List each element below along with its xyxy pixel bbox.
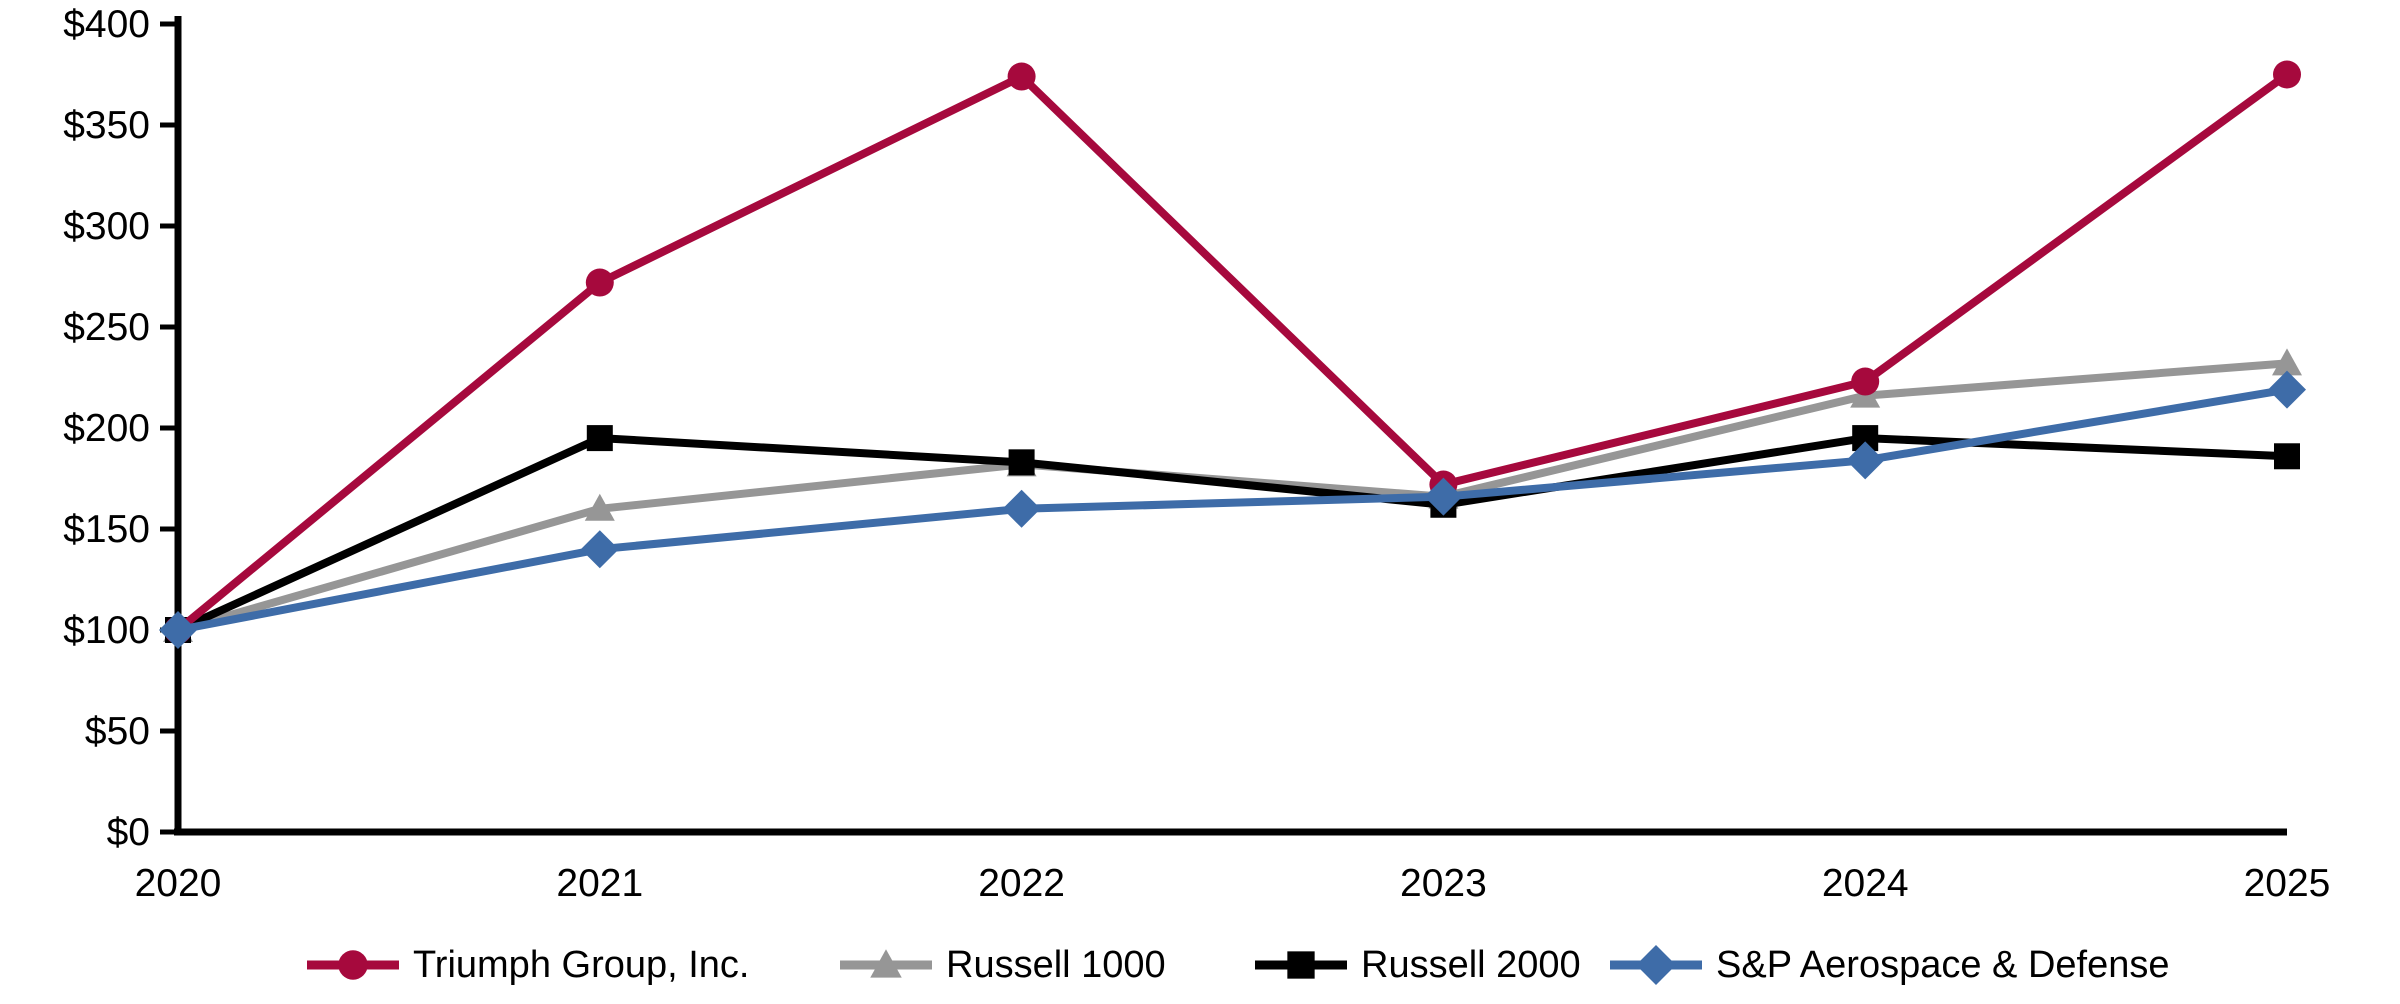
y-axis-label: $350 (63, 104, 150, 147)
series-line (176, 434, 2288, 634)
data-point-triangle (2272, 348, 2302, 376)
legend-item-russell-1000: Russell 1000 (838, 930, 1166, 1000)
data-point-diamond (1846, 441, 1885, 480)
legend-line-square-marker (1255, 951, 1347, 979)
legend-item-russell-2000: Russell 2000 (1253, 930, 1581, 1000)
data-point-diamond (159, 611, 197, 649)
data-point-diamond (580, 530, 619, 569)
data-point-triangle (584, 493, 615, 521)
data-point-diamond (1636, 945, 1676, 985)
legend-label-russell-1000: Russell 1000 (946, 943, 1166, 986)
y-axis-label: $50 (85, 710, 150, 753)
legend-line-circle-marker (307, 950, 399, 980)
y-axis-label: $150 (63, 508, 150, 551)
y-axis-label: $400 (63, 3, 150, 46)
y-axis-label: $300 (63, 205, 150, 248)
data-point-circle (585, 268, 614, 297)
x-axis-label: 2024 (1822, 862, 1909, 905)
y-axis-label: $0 (107, 811, 150, 854)
chart-legend: Triumph Group, Inc. Russell 1000 Russell… (0, 930, 2400, 1000)
x-axis-label: 2025 (2244, 862, 2331, 905)
data-point-square (2274, 443, 2300, 470)
series-line (175, 71, 2290, 634)
x-axis-label: 2021 (556, 862, 643, 905)
y-axis-label: $200 (63, 407, 150, 450)
data-point-circle (338, 950, 368, 980)
data-point-diamond (2268, 370, 2306, 409)
legend-line-triangle-marker (840, 949, 932, 978)
data-point-square (1008, 449, 1035, 476)
data-point-square (1287, 951, 1315, 979)
data-point-circle (1851, 367, 1880, 396)
data-point-circle (1007, 62, 1036, 91)
legend-label-russell-2000: Russell 2000 (1361, 943, 1581, 986)
series-line (176, 359, 2288, 634)
y-axis-label: $250 (63, 306, 150, 349)
data-point-diamond (1424, 477, 1463, 516)
legend-item-triumph-group: Triumph Group, Inc. (305, 930, 750, 1000)
x-axis-label: 2022 (978, 862, 1065, 905)
y-axis-label: $100 (63, 609, 150, 652)
legend-label-sp-aerospace-defense: S&P Aerospace & Defense (1716, 943, 2170, 986)
legend-line-diamond-marker (1610, 945, 1702, 985)
performance-chart: $0 $50 $100 $150 $200 $250 $300 $350 $400 2020 202… (63, 3, 2331, 905)
x-axis-label: 2023 (1400, 862, 1487, 905)
series-line (177, 385, 2288, 634)
x-axis-label: 2020 (135, 862, 222, 905)
legend-item-sp-aerospace-defense: S&P Aerospace & Defense (1608, 930, 2169, 1000)
data-point-diamond (1002, 489, 1041, 528)
legend-label-triumph-group: Triumph Group, Inc. (413, 943, 750, 986)
data-point-triangle (870, 949, 902, 978)
data-point-square (586, 425, 613, 452)
data-point-circle (2273, 60, 2301, 89)
